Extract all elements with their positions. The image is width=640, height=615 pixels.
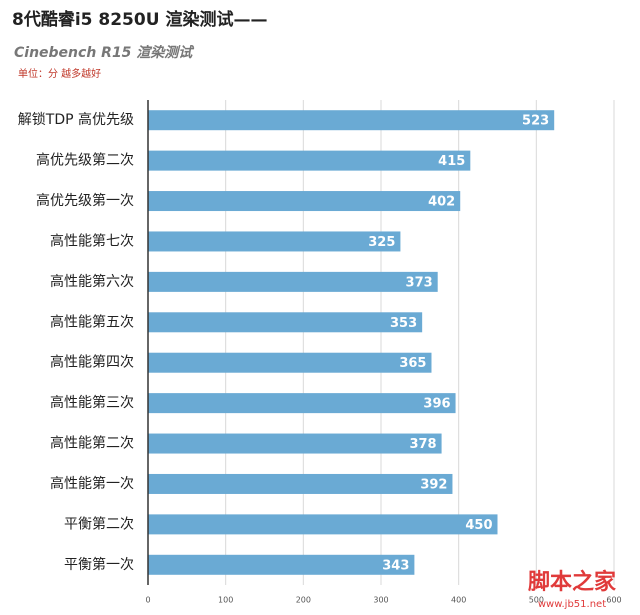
y-tick-label: 高性能第三次 [50,394,134,411]
x-tick-label: 0 [145,596,150,605]
value-label: 523 [522,114,549,129]
value-label: 373 [406,275,433,290]
value-label: 396 [423,397,450,412]
y-tick-label: 高性能第六次 [50,273,134,290]
chart-subtitle: Cinebench R15 渲染测试 [14,44,194,61]
y-tick-label: 高性能第五次 [50,313,134,330]
watermark: 脚本之家 [528,569,617,595]
bar [148,110,555,131]
value-label: 343 [382,558,409,573]
x-tick-label: 400 [451,596,466,605]
value-label: 325 [368,235,395,250]
y-tick-label: 高性能第七次 [50,232,134,249]
chart-title: 8代酷睿i5 8250U 渲染测试—— [12,9,267,30]
watermark-url: www.jb51.net [538,599,606,610]
value-label: 392 [420,477,447,492]
value-label: 353 [390,316,417,331]
value-label: 415 [438,154,465,169]
bar [148,352,432,373]
value-label: 402 [428,195,455,210]
bar [148,191,461,212]
y-tick-label: 高性能第二次 [50,435,134,452]
bar [148,473,453,494]
y-tick-label: 高性能第一次 [50,475,134,492]
bar [148,150,471,171]
bar [148,271,438,292]
y-tick-label: 高优先级第一次 [36,192,134,209]
x-tick-label: 600 [606,596,621,605]
x-tick-label: 200 [296,596,311,605]
x-tick-label: 300 [373,596,388,605]
bar [148,231,401,252]
value-label: 450 [465,518,492,533]
y-tick-label: 平衡第二次 [64,515,134,532]
y-tick-label: 平衡第一次 [64,556,134,573]
bar [148,514,498,535]
bar [148,393,456,414]
x-tick-label: 100 [218,596,233,605]
bar [148,554,415,575]
y-tick-label: 解锁TDP 高优先级 [18,111,134,128]
value-label: 378 [409,437,436,452]
bar [148,433,442,454]
x-tick-label: 500 [529,596,544,605]
bar [148,312,423,333]
y-tick-label: 高性能第四次 [50,354,134,371]
value-label: 365 [399,356,426,371]
chart-note: 单位：分 越多越好 [18,67,101,80]
y-tick-label: 高优先级第二次 [36,152,134,169]
